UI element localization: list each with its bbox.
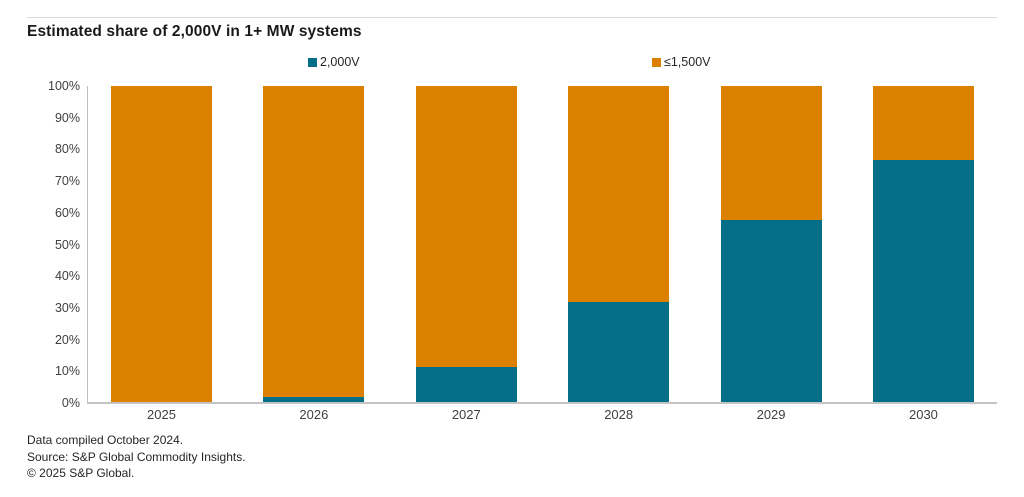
y-axis-tick-label: 30% (54, 300, 80, 315)
bar-segment-1500V (720, 86, 822, 221)
top-divider-line (27, 17, 997, 18)
y-axis-tick-label: 10% (54, 364, 80, 379)
x-axis-labels: 2025 2026 2027 2028 2029 2030 (88, 407, 997, 422)
x-axis-tick-label-2028: 2028 (604, 407, 634, 422)
bar-segment-1500V (415, 86, 517, 368)
legend-item-1500v: ≤1,500V (652, 55, 710, 69)
y-axis-tick-label: 20% (54, 332, 80, 347)
bar-segment-1500V (568, 86, 670, 303)
bar-column-2029 (720, 86, 822, 402)
bar-segment-2000V (415, 367, 517, 402)
bar-column-2030 (872, 86, 974, 402)
bar-segment-2000V (872, 160, 974, 402)
bar-column-2027 (415, 86, 517, 402)
plot-area (88, 86, 997, 402)
bar-column-2028 (568, 86, 670, 402)
bar-segment-1500V (872, 86, 974, 161)
bar-segment-2000V (263, 397, 365, 402)
bar-column-2026 (263, 86, 365, 402)
legend-label-1500v: ≤1,500V (664, 55, 711, 69)
x-axis-tick-label-2026: 2026 (299, 407, 329, 422)
x-axis-tick-label-2029: 2029 (756, 407, 786, 422)
y-axis-tick-label: 60% (54, 205, 80, 220)
x-axis-tick-label-2030: 2030 (908, 407, 938, 422)
bar-column-2025 (111, 86, 212, 402)
footer-copyright: © 2025 S&P Global. (27, 466, 135, 480)
chart-title: Estimated share of 2,000V in 1+ MW syste… (27, 23, 362, 40)
legend-label-2000v: 2,000V (320, 55, 360, 69)
y-axis-tick-label: 40% (54, 269, 80, 284)
footer-notes: Data compiled October 2024. Source: S&P … (27, 432, 246, 482)
legend-swatch-1500v (652, 57, 661, 67)
y-axis-labels: 100% 90% 80% 70% 60% 50% 40% 30% 20% 10% 0% (30, 79, 80, 410)
footer-source: Source: S&P Global Commodity Insights. (27, 449, 246, 464)
footer-data-compiled: Data compiled October 2024. (27, 433, 184, 447)
y-axis-tick-label: 100% (48, 79, 80, 93)
legend-swatch-2000v (308, 57, 317, 67)
bar-segment-2000V (720, 220, 822, 402)
y-axis-tick-label: 70% (54, 174, 80, 189)
bar-segment-1500V (111, 86, 212, 402)
y-axis-tick-label: 0% (61, 396, 80, 410)
x-axis-line (87, 402, 997, 404)
y-axis-tick-label: 90% (54, 110, 80, 125)
x-axis-tick-label-2025: 2025 (147, 407, 176, 422)
x-axis-tick-label-2027: 2027 (451, 407, 481, 422)
legend-item-2000v: 2,000V (308, 55, 360, 69)
bar-segment-1500V (263, 86, 365, 398)
y-axis-tick-label: 80% (54, 142, 80, 157)
bar-segment-2000V (568, 302, 670, 402)
y-axis-tick-label: 50% (54, 237, 80, 252)
y-axis-line (87, 86, 88, 403)
